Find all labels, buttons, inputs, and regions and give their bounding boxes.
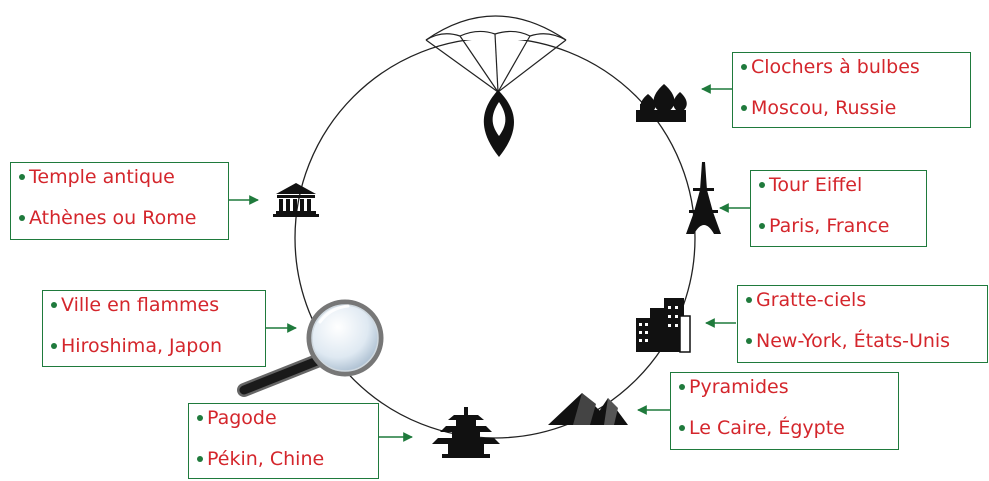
- bullet-dot: [741, 64, 747, 70]
- label-box-eiffel-tower: Tour Eiffel Paris, France: [750, 170, 927, 247]
- bullet-dot: [197, 456, 203, 462]
- label-box-onion-domes: Clochers à bulbes Moscou, Russie: [732, 52, 971, 128]
- onion-domes-icon: [636, 84, 687, 122]
- bullet-dot: [197, 415, 203, 421]
- parachute-icon: [425, 15, 567, 157]
- skyscrapers-icon: [636, 298, 691, 353]
- landmark-name: Clochers à bulbes: [751, 56, 920, 78]
- ancient-temple-icon: [273, 183, 319, 217]
- landmark-location: Pékin, Chine: [207, 448, 325, 470]
- landmark-name: Pagode: [207, 407, 277, 429]
- bullet-dot: [746, 338, 752, 344]
- landmark-location: Le Caire, Égypte: [689, 417, 845, 439]
- landmark-name: Tour Eiffel: [769, 174, 863, 196]
- pyramids-icon: [548, 393, 628, 425]
- landmark-location: Athènes ou Rome: [29, 207, 197, 229]
- landmark-location: New-York, États-Unis: [756, 330, 951, 352]
- bullet-dot: [19, 174, 25, 180]
- label-box-hiroshima: Ville en flammes Hiroshima, Japon: [42, 290, 266, 367]
- label-box-skyscrapers: Gratte-ciels New-York, États-Unis: [737, 285, 988, 363]
- magnifying-glass-icon: [237, 299, 384, 397]
- landmark-name: Gratte-ciels: [756, 289, 867, 311]
- landmark-name: Temple antique: [29, 166, 175, 188]
- bullet-dot: [19, 215, 25, 221]
- bullet-dot: [741, 105, 747, 111]
- bullet-dot: [679, 425, 685, 431]
- landmark-location: Paris, France: [769, 215, 890, 237]
- pagoda-icon: [432, 407, 500, 458]
- landmark-location: Hiroshima, Japon: [61, 335, 223, 357]
- bullet-dot: [759, 182, 765, 188]
- bullet-dot: [746, 297, 752, 303]
- bullet-dot: [759, 223, 765, 229]
- bullet-dot: [51, 302, 57, 308]
- bullet-dot: [51, 343, 57, 349]
- connector-arrows: [228, 84, 750, 442]
- eiffel-tower-icon: [686, 162, 721, 234]
- landmark-name: Ville en flammes: [61, 294, 220, 316]
- bullet-dot: [679, 384, 685, 390]
- label-box-pagoda: Pagode Pékin, Chine: [188, 403, 379, 479]
- label-box-pyramids: Pyramides Le Caire, Égypte: [670, 372, 899, 450]
- landmark-name: Pyramides: [689, 376, 789, 398]
- landmark-location: Moscou, Russie: [751, 97, 897, 119]
- label-box-ancient-temple: Temple antique Athènes ou Rome: [10, 162, 229, 240]
